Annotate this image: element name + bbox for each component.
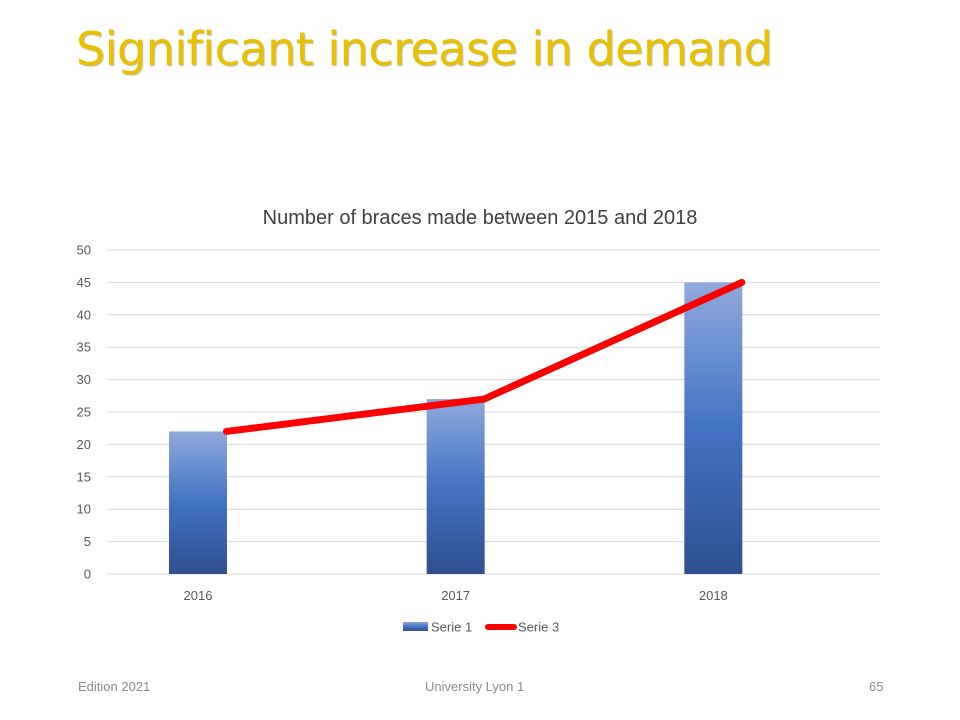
x-tick-label: 2016 [184, 588, 213, 603]
x-axis-ticks: 2016 2017 2018 [184, 588, 728, 603]
y-tick-label: 25 [77, 405, 91, 420]
chart-title: Number of braces made between 2015 and 2… [263, 207, 698, 229]
y-tick-label: 20 [77, 437, 91, 452]
chart-legend: Serie 1 Serie 3 [403, 620, 559, 635]
y-tick-label: 15 [77, 469, 91, 484]
bar-2018 [684, 282, 743, 574]
y-tick-label: 0 [84, 567, 91, 582]
legend-swatch-bar [403, 622, 428, 631]
y-tick-label: 30 [77, 372, 91, 387]
y-tick-label: 5 [84, 534, 91, 549]
x-tick-label: 2018 [699, 588, 728, 603]
y-tick-label: 40 [77, 307, 91, 322]
y-tick-label: 10 [77, 502, 91, 517]
footer-edition: Edition 2021 [78, 679, 151, 694]
bar-series [169, 282, 743, 574]
y-axis-ticks: 0 5 10 15 20 25 30 35 40 45 50 [77, 243, 91, 582]
y-tick-label: 45 [77, 275, 91, 290]
legend-label-line: Serie 3 [518, 620, 559, 635]
x-tick-label: 2017 [441, 588, 470, 603]
footer-institution: University Lyon 1 [425, 679, 525, 694]
footer-page-number: 65 [869, 679, 884, 694]
bar-2017 [426, 399, 485, 574]
y-tick-label: 35 [77, 340, 91, 355]
y-tick-label: 50 [77, 243, 91, 258]
slide-title: Significant increase in demand [76, 22, 773, 76]
bar-2016 [169, 431, 227, 574]
gridlines [107, 249, 880, 575]
line-series [223, 278, 746, 435]
legend-label-bar: Serie 1 [431, 620, 472, 635]
